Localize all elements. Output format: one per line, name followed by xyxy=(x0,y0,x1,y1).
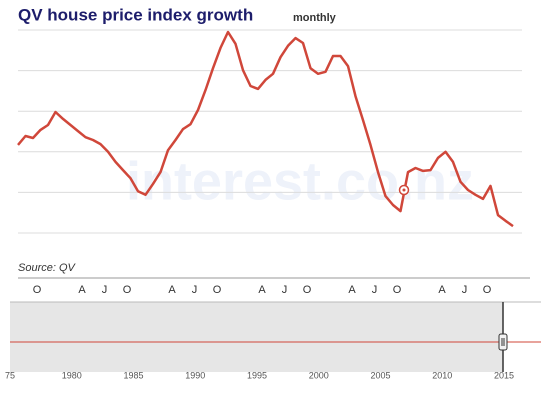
navigator-tick-label: 2010 xyxy=(432,370,452,380)
x-tick-label: J xyxy=(192,284,198,296)
navigator-tick-label: 2015 xyxy=(494,370,514,380)
x-tick-label: O xyxy=(393,284,402,296)
navigator-tick-label: 1980 xyxy=(62,370,82,380)
x-tick-label: A xyxy=(258,284,266,296)
x-tick-label: A xyxy=(168,284,176,296)
x-tick-label: J xyxy=(462,284,468,296)
x-tick-label: O xyxy=(303,284,312,296)
source: Source: QV xyxy=(18,262,77,274)
flag-marker-dot xyxy=(402,188,406,192)
x-tick-label: J xyxy=(282,284,288,296)
navigator-tick-label: 1985 xyxy=(123,370,143,380)
x-tick-label: O xyxy=(123,284,132,296)
chart-subtitle: monthly xyxy=(293,12,337,24)
navigator xyxy=(10,301,541,372)
watermark: interest.co.nz xyxy=(126,151,474,211)
navigator-handle[interactable] xyxy=(498,333,508,351)
x-tick-label: O xyxy=(213,284,222,296)
x-tick-label: A xyxy=(438,284,446,296)
series-line xyxy=(17,30,514,228)
navigator-tick-label: 1995 xyxy=(247,370,267,380)
x-tick-label: O xyxy=(33,284,42,296)
x-tick-label: A xyxy=(348,284,356,296)
navigator-tick-label: 1990 xyxy=(185,370,205,380)
chart-title: QV house price index growth xyxy=(18,5,253,24)
x-tick-label: A xyxy=(78,284,86,296)
navigator-tick-label: 2000 xyxy=(309,370,329,380)
navigator-tick-label: 2005 xyxy=(370,370,390,380)
navigator-tick-label: 75 xyxy=(5,370,15,380)
x-tick-label: J xyxy=(372,284,378,296)
x-tick-label: J xyxy=(102,284,108,296)
navigator-mask xyxy=(10,302,503,372)
x-tick-label: O xyxy=(483,284,492,296)
